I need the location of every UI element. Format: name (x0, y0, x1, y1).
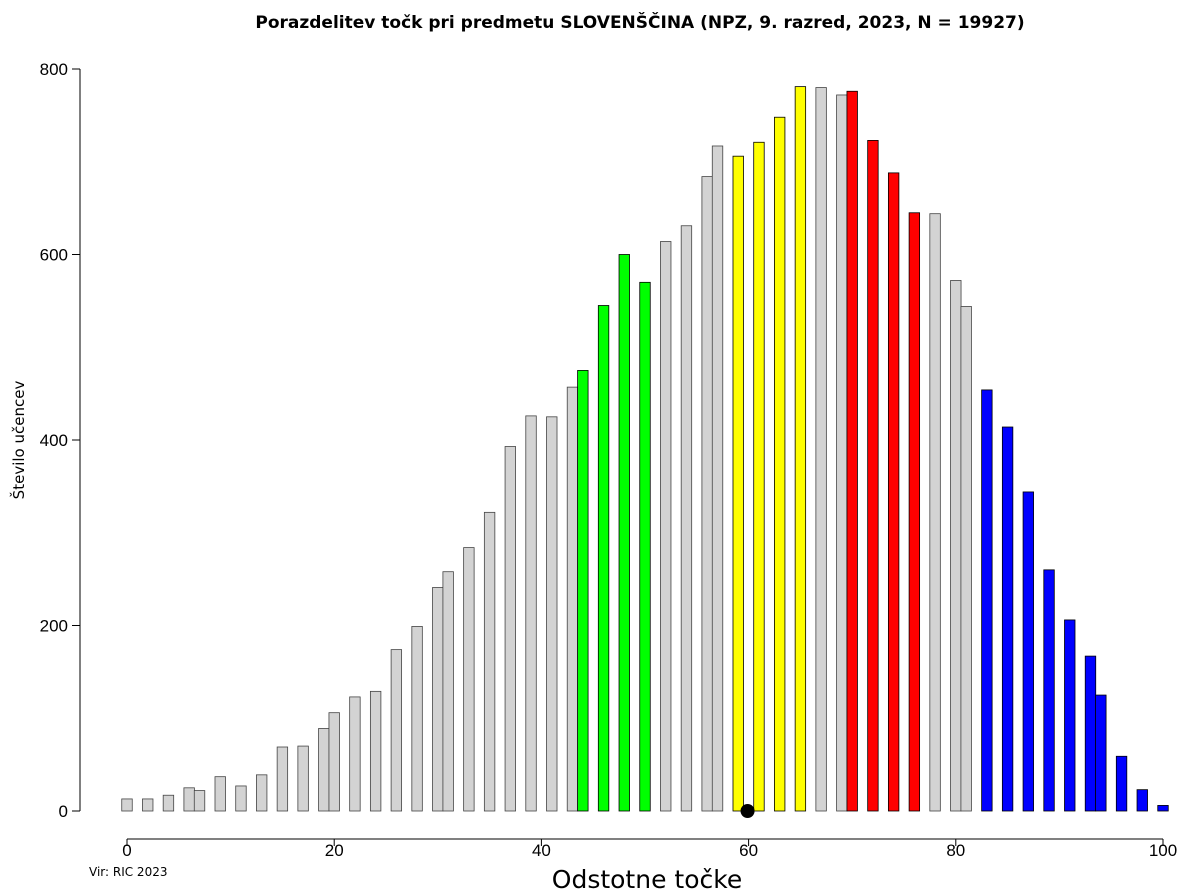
x-tick-label: 80 (946, 841, 965, 860)
x-tick-label: 60 (739, 841, 758, 860)
bar-grey (680, 225, 693, 812)
bar-yellow (732, 155, 744, 812)
bar-red (887, 172, 900, 812)
bar-blue (1136, 789, 1148, 812)
bar-grey (504, 446, 516, 812)
bar-grey (349, 696, 361, 812)
chart-title: Porazdelitev točk pri predmetu SLOVENŠČI… (255, 11, 1024, 33)
x-tick-label: 100 (1149, 841, 1177, 860)
bar-green (597, 305, 610, 812)
bar-blue (1001, 426, 1014, 812)
bar-yellow (753, 141, 765, 812)
bar-blue (1157, 805, 1169, 812)
x-tick-label: 0 (122, 841, 131, 860)
bar-grey (183, 787, 195, 812)
bar-grey (442, 571, 454, 812)
bar-blue (981, 389, 993, 812)
bar-grey (297, 745, 309, 812)
bar-grey (815, 87, 827, 812)
bar-series (121, 86, 1169, 812)
bar-grey (142, 798, 154, 812)
bar-blue (1022, 491, 1034, 812)
bar-grey (162, 794, 175, 812)
x-tick-label: 40 (532, 841, 551, 860)
bar-grey (432, 587, 444, 812)
y-tick-label: 600 (40, 246, 68, 265)
bar-grey (546, 416, 558, 812)
bar-blue (1115, 755, 1128, 812)
x-axis: 0 20 40 60 80 100 (122, 838, 1177, 860)
bar-grey (701, 176, 713, 812)
bar-grey (463, 547, 475, 812)
bar-green (639, 281, 651, 812)
y-axis: 0 200 400 600 800 (40, 60, 81, 821)
bar-grey (929, 213, 941, 812)
bar-grey (214, 776, 226, 812)
bar-grey (483, 511, 496, 812)
bar-grey (711, 145, 724, 812)
bar-blue (1064, 619, 1076, 812)
bar-grey (328, 712, 340, 812)
bar-grey (960, 306, 972, 812)
y-tick-label: 0 (59, 802, 68, 821)
bar-yellow (774, 116, 786, 812)
bar-grey (660, 241, 672, 812)
bar-yellow (794, 86, 807, 812)
source-note: Vir: RIC 2023 (89, 865, 167, 879)
bar-red (846, 90, 858, 812)
x-tick-label: 20 (325, 841, 344, 860)
bar-grey (566, 386, 579, 812)
mean-marker-layer (740, 804, 755, 818)
bar-grey (411, 626, 423, 812)
bar-blue (1043, 569, 1055, 812)
bar-grey (318, 728, 330, 812)
bar-grey (276, 746, 289, 812)
bar-green (577, 370, 589, 812)
y-tick-label: 400 (40, 431, 68, 450)
bar-grey (121, 798, 133, 812)
bar-grey (256, 774, 268, 812)
bar-grey (193, 790, 206, 812)
bar-grey (950, 280, 962, 812)
y-tick-label: 800 (40, 60, 68, 79)
y-axis-label: Število učencev (9, 381, 28, 500)
x-axis-label: Odstotne točke (552, 865, 742, 893)
bar-grey (525, 415, 537, 812)
bar-grey (836, 94, 848, 812)
y-tick-label: 200 (40, 617, 68, 636)
bar-green (618, 254, 630, 812)
bar-grey (369, 690, 382, 812)
bar-grey (235, 785, 247, 812)
mean-marker-dot (740, 804, 755, 818)
bar-grey (390, 649, 403, 812)
bar-red (867, 140, 879, 812)
bar-blue (1095, 694, 1107, 812)
bar-red (908, 212, 921, 812)
bar-blue (1084, 655, 1097, 812)
